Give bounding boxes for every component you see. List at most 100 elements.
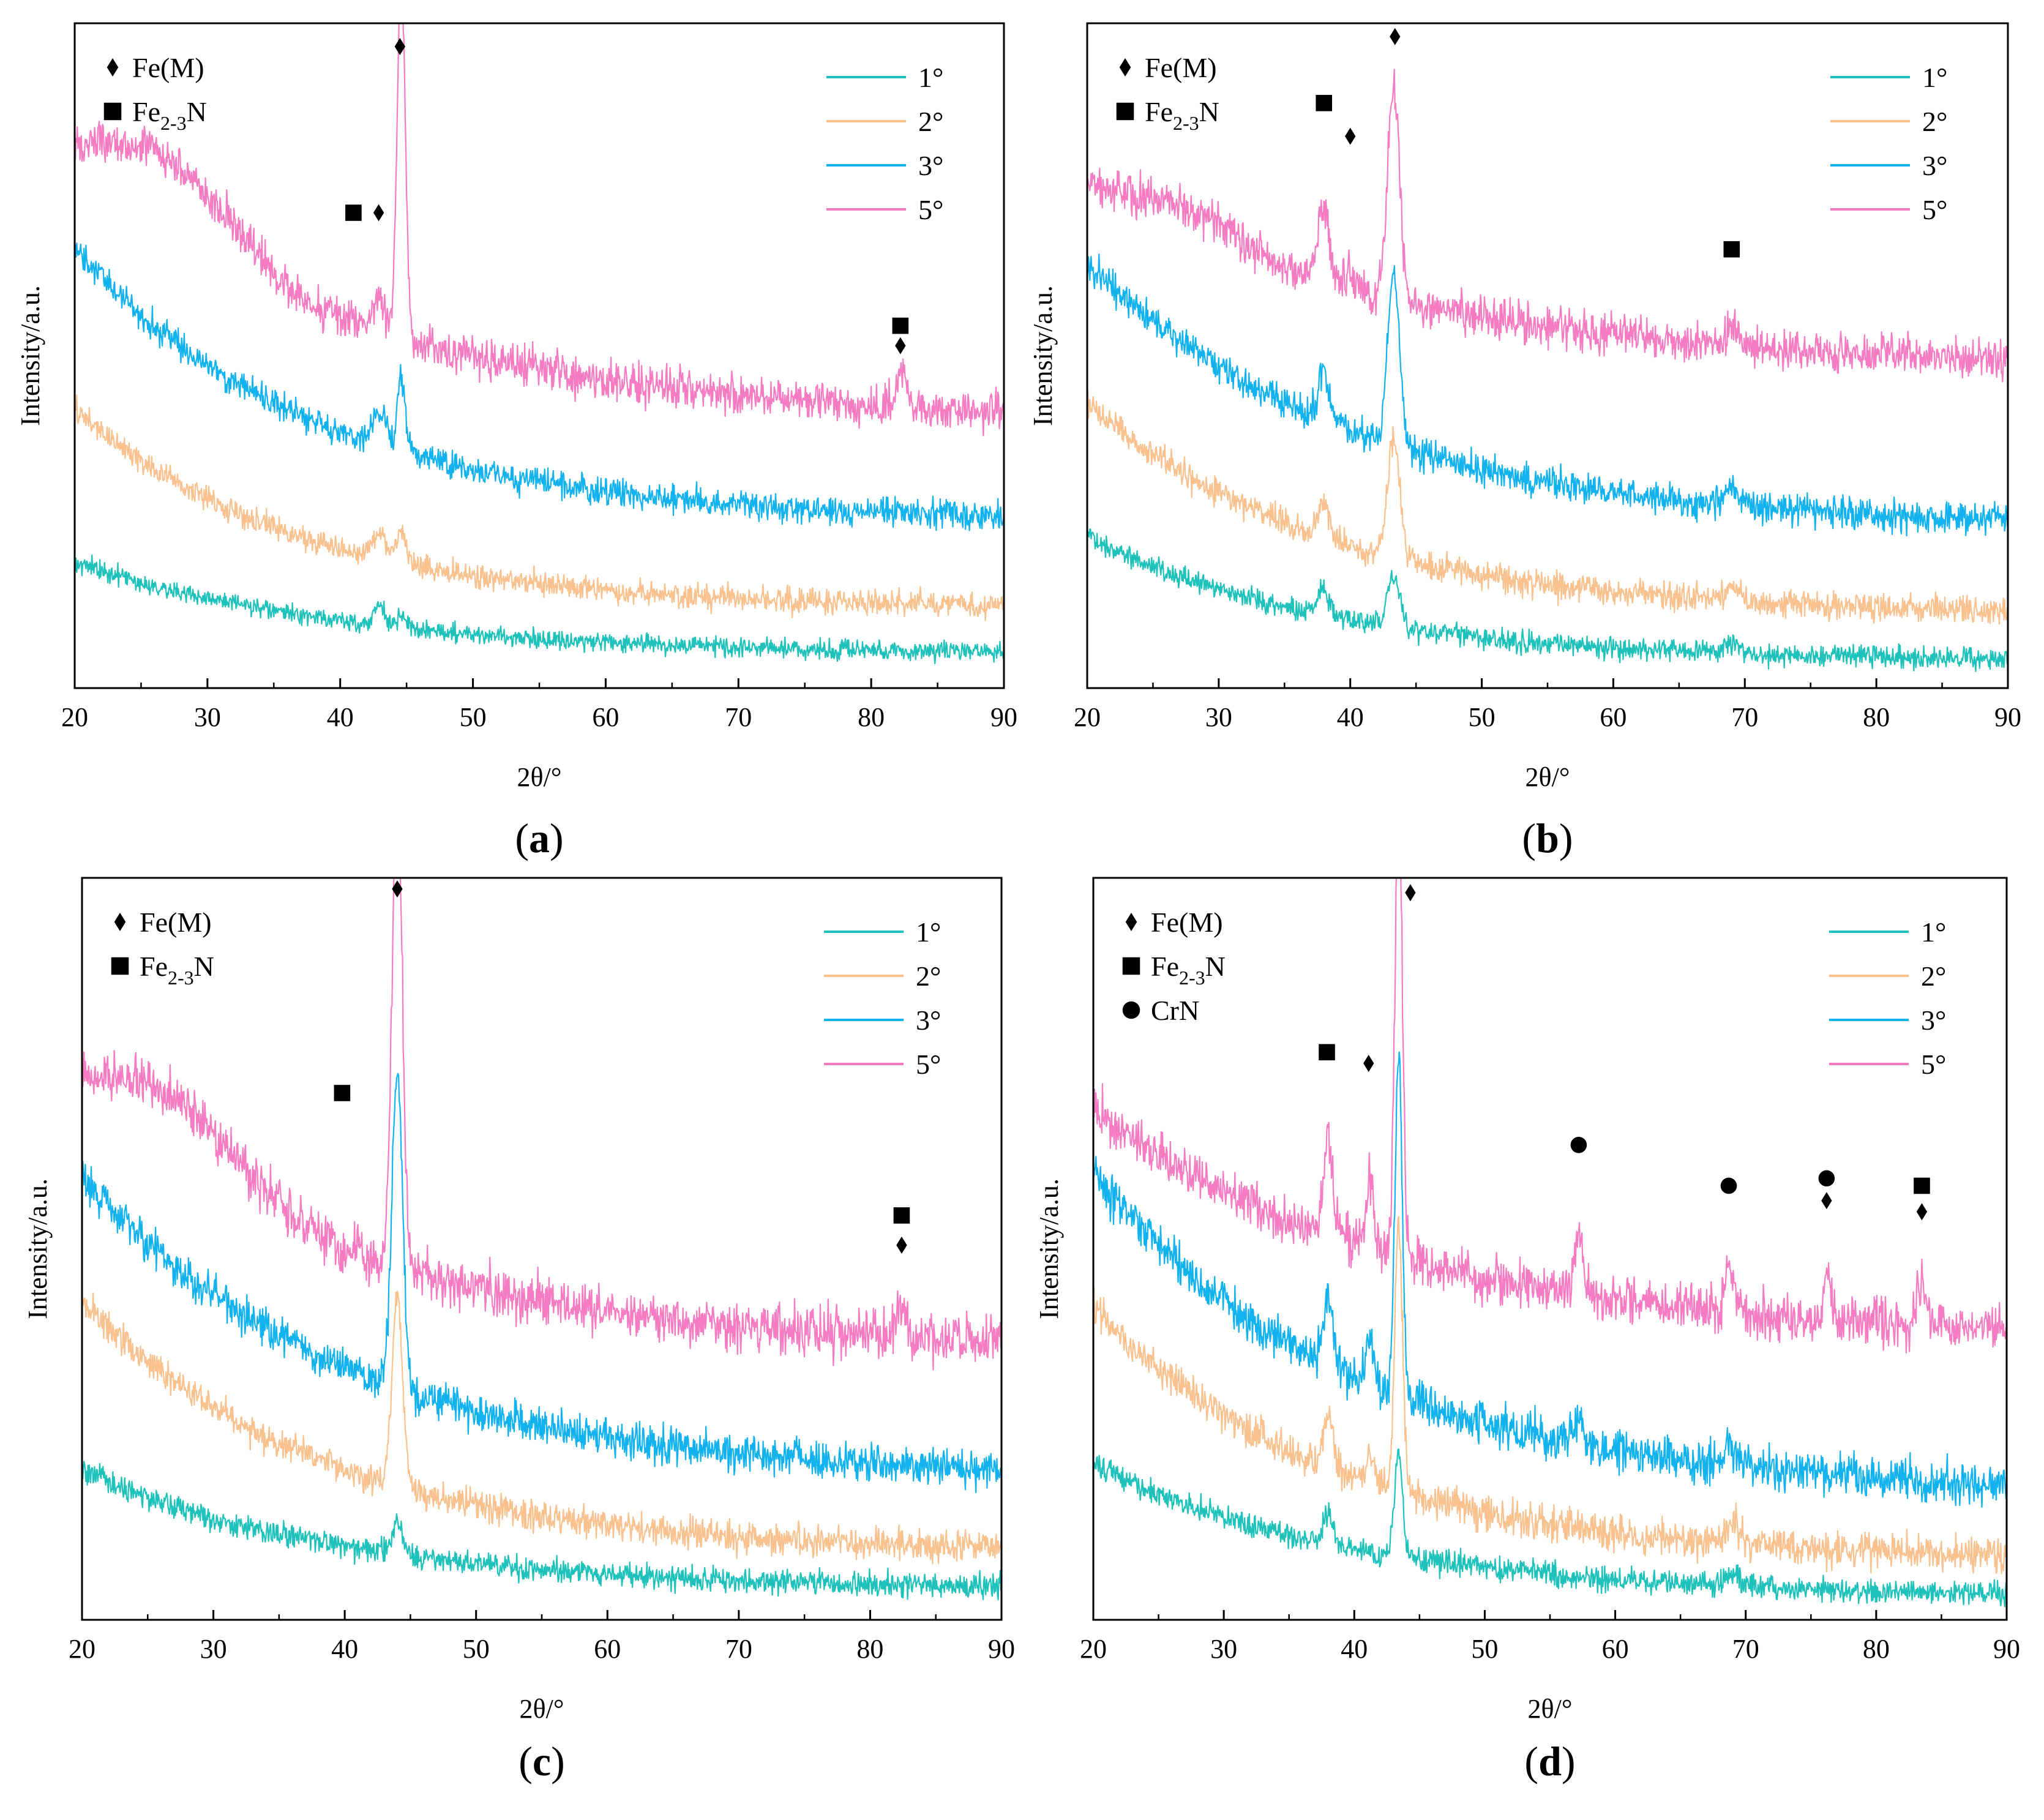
x-tick-label: 90	[990, 702, 1017, 732]
phase-marker-square	[345, 204, 362, 221]
legend-label-1: 2°	[916, 961, 941, 992]
x-tick-label: 20	[1074, 702, 1101, 732]
legend-label-0: 1°	[916, 916, 941, 948]
x-tick-label: 30	[194, 702, 221, 732]
phase-marker-diamond	[1916, 1203, 1928, 1221]
phase-marker-diamond	[1405, 884, 1416, 902]
series-line-1	[1087, 389, 2008, 625]
x-tick-label: 90	[1994, 702, 2021, 732]
series-line-2	[82, 1073, 1001, 1494]
phase-marker-diamond	[392, 880, 403, 898]
phase-marker-diamond	[896, 1236, 907, 1254]
legend-label-3: 5°	[1922, 194, 1947, 225]
series-line-3	[75, 23, 1004, 436]
phase-marker-circle	[1720, 1177, 1737, 1194]
x-tick-label: 90	[988, 1634, 1015, 1664]
x-tick-label: 30	[1210, 1634, 1237, 1664]
series-line-0	[1087, 528, 2008, 672]
phase-marker-diamond	[394, 38, 405, 56]
marker-legend-symbol-diamond	[107, 58, 119, 77]
marker-legend-label-0: Fe(M)	[1151, 907, 1223, 938]
phase-marker-diamond	[895, 337, 906, 354]
panel-label: (c)	[518, 1738, 565, 1784]
marker-legend-symbol-square	[103, 102, 122, 121]
legend-label-3: 5°	[918, 194, 943, 225]
x-tick-label: 40	[327, 702, 354, 732]
panel-label: (b)	[1522, 815, 1573, 861]
x-tick-label: 50	[460, 702, 487, 732]
series-line-3	[1087, 69, 2008, 383]
x-tick-label: 60	[1602, 1634, 1629, 1664]
x-axis-label: 2θ/°	[520, 1694, 564, 1724]
phase-marker-square	[1914, 1177, 1930, 1194]
legend-label-1: 2°	[1921, 961, 1946, 992]
plot-frame	[1092, 877, 2008, 1621]
x-tick-label: 40	[331, 1634, 358, 1664]
x-tick-label: 20	[69, 1634, 95, 1664]
x-axis-label: 2θ/°	[1526, 762, 1570, 792]
panel-label: (a)	[515, 815, 563, 861]
series-line-0	[75, 554, 1004, 664]
phase-marker-diamond	[1390, 28, 1401, 45]
chart-panel-d: 20 30 40 50 60 70 80 90 2θ/° Intensity/a.u. (d) 1° 2…	[1034, 877, 2020, 1784]
phase-marker-square	[334, 1085, 351, 1101]
series-line-1	[82, 1290, 1001, 1565]
marker-legend-symbol-square	[111, 957, 129, 975]
x-tick-label: 50	[1471, 1634, 1498, 1664]
legend-label-0: 1°	[1922, 62, 1947, 93]
x-tick-label: 20	[1080, 1634, 1107, 1664]
series-group	[82, 878, 1001, 1601]
x-tick-label: 40	[1337, 702, 1364, 732]
marker-legend-label-1: Fe2-3N	[1145, 96, 1219, 134]
phase-marker-square	[893, 1207, 910, 1224]
x-tick-label: 50	[463, 1634, 490, 1664]
phase-marker-diamond	[1345, 127, 1356, 145]
marker-legend-symbol-square	[1122, 957, 1140, 975]
series-group	[1087, 69, 2008, 672]
series-line-1	[1093, 1216, 2007, 1575]
series-line-0	[1093, 1448, 2007, 1608]
marker-legend-label-0: Fe(M)	[140, 907, 212, 938]
phase-marker-diamond	[1821, 1192, 1832, 1210]
x-tick-label: 80	[856, 1634, 883, 1664]
x-tick-label: 30	[200, 1634, 227, 1664]
x-tick-label: 50	[1469, 702, 1496, 732]
x-tick-label: 70	[1732, 1634, 1759, 1664]
phase-marker-circle	[1818, 1170, 1835, 1187]
y-axis-label: Intensity/a.u.	[23, 1178, 53, 1319]
legend-label-3: 5°	[916, 1049, 941, 1080]
legend-label-0: 1°	[918, 62, 943, 93]
legend-label-1: 2°	[918, 106, 943, 137]
y-axis-label: Intensity/a.u.	[1028, 285, 1058, 426]
x-tick-label: 80	[1863, 1634, 1890, 1664]
series-line-3	[1093, 878, 2007, 1354]
marker-legend-symbol-square	[1116, 102, 1134, 121]
x-tick-label: 70	[725, 1634, 752, 1664]
marker-legend-symbol-diamond	[1119, 58, 1131, 77]
x-tick-label: 40	[1341, 1634, 1368, 1664]
phase-marker-circle	[1570, 1137, 1587, 1153]
legend-label-2: 3°	[1922, 150, 1947, 181]
marker-legend-symbol-diamond	[114, 913, 126, 931]
phase-marker-diamond	[373, 204, 384, 222]
marker-legend-label-2: CrN	[1151, 995, 1199, 1026]
marker-legend-label-1: Fe2-3N	[1151, 951, 1226, 989]
marker-legend-symbol-circle	[1122, 1001, 1140, 1019]
series-line-1	[75, 394, 1004, 621]
chart-panel-a: 20 30 40 50 60 70 80 90 2θ/° Intensity/a.u. (a) 1° 2…	[15, 22, 1017, 861]
phase-marker-diamond	[1363, 1055, 1374, 1072]
x-tick-label: 90	[1993, 1634, 2020, 1664]
marker-legend-label-1: Fe2-3N	[132, 96, 207, 134]
x-tick-label: 80	[1863, 702, 1890, 732]
phase-marker-square	[1723, 241, 1740, 258]
phase-marker-square	[1316, 95, 1333, 111]
marker-legend-label-0: Fe(M)	[1145, 52, 1217, 83]
phase-marker-square	[892, 317, 909, 334]
x-axis-label: 2θ/°	[1528, 1694, 1573, 1724]
legend-label-1: 2°	[1922, 106, 1947, 137]
legend-label-2: 3°	[916, 1005, 941, 1036]
series-line-2	[75, 242, 1004, 531]
x-tick-label: 80	[858, 702, 885, 732]
legend-label-0: 1°	[1921, 916, 1946, 948]
